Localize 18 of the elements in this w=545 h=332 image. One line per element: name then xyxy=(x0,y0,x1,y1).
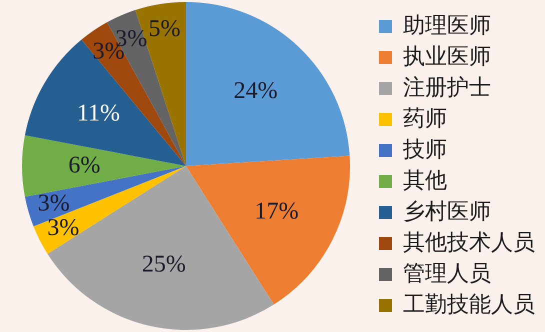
data-label: 25% xyxy=(142,252,186,278)
legend-label: 乡村医师 xyxy=(403,198,491,224)
legend-label: 执业医师 xyxy=(403,43,491,68)
legend-label: 技师 xyxy=(402,136,447,162)
legend-label: 管理人员 xyxy=(403,260,491,286)
data-label: 17% xyxy=(254,198,299,224)
legend-label: 其他 xyxy=(403,167,447,192)
data-label: 11% xyxy=(76,100,120,127)
legend-label: 药师 xyxy=(403,105,447,130)
data-label: 6% xyxy=(68,152,100,178)
data-label: 5% xyxy=(148,16,180,42)
data-label: 24% xyxy=(234,78,278,104)
legend-label: 助理医师 xyxy=(403,12,491,38)
legend-label: 工勤技能人员 xyxy=(403,291,535,316)
legend-label: 注册护士 xyxy=(403,74,491,100)
data-label: 3% xyxy=(47,214,80,241)
legend-label: 其他技术人员 xyxy=(403,229,535,254)
data-label: 3% xyxy=(38,190,70,217)
